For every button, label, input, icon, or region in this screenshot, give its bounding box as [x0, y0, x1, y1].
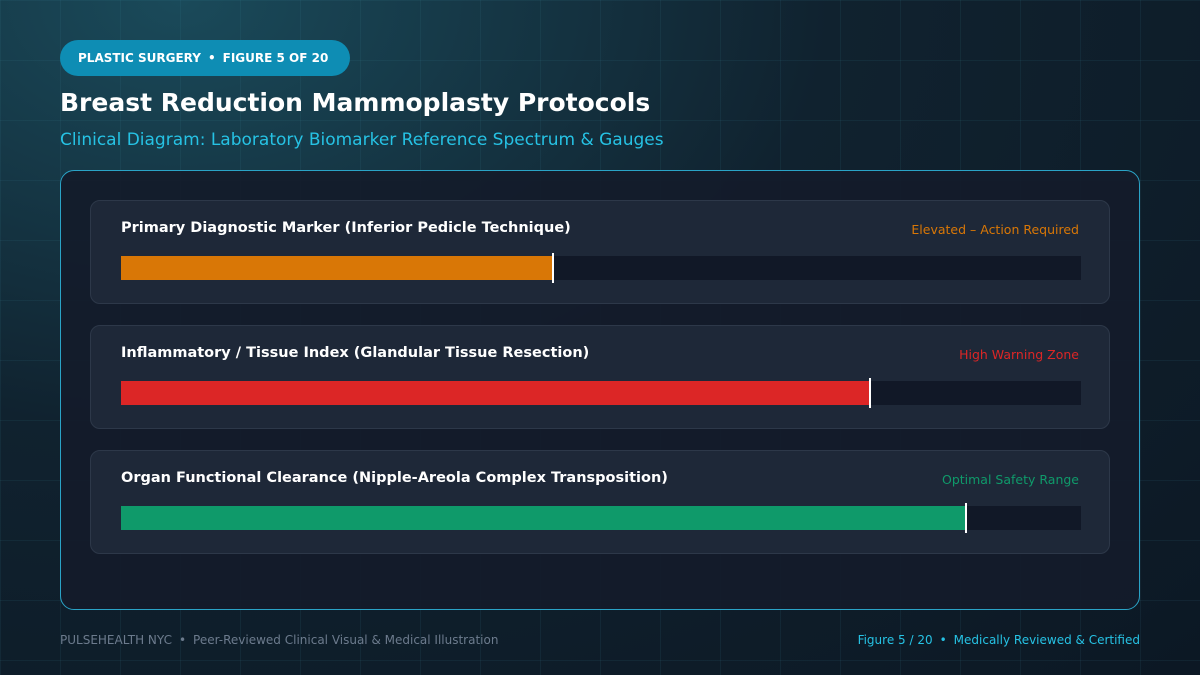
gauge-status: Optimal Safety Range [941, 472, 1079, 487]
gauge-track [121, 378, 1081, 408]
gauge-marker [868, 378, 871, 408]
footer-right: Figure 5 / 20 • Medically Reviewed & Cer… [858, 633, 1140, 647]
gauge-card: Inflammatory / Tissue Index (Glandular T… [90, 325, 1110, 429]
gauge-fill [121, 381, 870, 405]
gauge-track [121, 503, 1081, 533]
gauge-card: Primary Diagnostic Marker (Inferior Pedi… [90, 200, 1110, 304]
footer-certification: Medically Reviewed & Certified [953, 633, 1140, 647]
gauge-label: Inflammatory / Tissue Index (Glandular T… [121, 345, 590, 361]
footer-separator: • [939, 633, 947, 647]
gauge-marker [964, 503, 967, 533]
gauge-status: Elevated – Action Required [911, 222, 1079, 237]
footer-separator: • [178, 633, 187, 647]
gauge-status: High Warning Zone [959, 347, 1079, 362]
gauge-card: Organ Functional Clearance (Nipple-Areol… [90, 450, 1110, 554]
badge-separator: • [207, 51, 216, 65]
badge-category: PLASTIC SURGERY [78, 51, 201, 65]
gauge-marker [552, 253, 554, 283]
gauge-label: Organ Functional Clearance (Nipple-Areol… [121, 470, 668, 486]
footer-text: Peer-Reviewed Clinical Visual & Medical … [193, 633, 499, 647]
gauge-fill [121, 256, 553, 280]
category-badge: PLASTIC SURGERY • FIGURE 5 OF 20 [60, 40, 350, 76]
footer-brand: PULSEHEALTH NYC [60, 633, 172, 647]
footer-figure: Figure 5 / 20 [857, 633, 933, 647]
footer-left: PULSEHEALTH NYC • Peer-Reviewed Clinical… [60, 633, 498, 647]
subtitle: Clinical Diagram: Laboratory Biomarker R… [60, 130, 664, 150]
badge-figure: FIGURE 5 OF 20 [222, 51, 329, 65]
title: Breast Reduction Mammoplasty Protocols [60, 88, 651, 117]
gauge-panel: Primary Diagnostic Marker (Inferior Pedi… [60, 170, 1140, 610]
gauge-track [121, 253, 1081, 283]
gauge-fill [121, 506, 966, 530]
gauge-label: Primary Diagnostic Marker (Inferior Pedi… [121, 220, 571, 236]
